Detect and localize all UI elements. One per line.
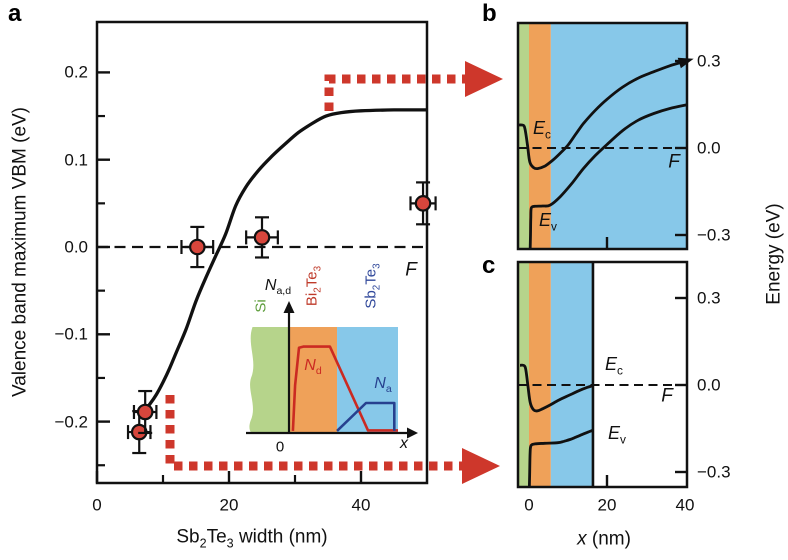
a-x-tick-label: 20 bbox=[219, 495, 239, 515]
c-fermi-label: F bbox=[661, 385, 673, 407]
c-y-tick-label: −0.3 bbox=[697, 462, 731, 482]
inset-nd-curve bbox=[291, 345, 398, 432]
bc-x-axis-label: x (nm) bbox=[577, 528, 631, 550]
a-y-tick-label: 0.0 bbox=[64, 237, 88, 257]
panel-b-letter: b bbox=[482, 0, 497, 27]
a-x-tick-label: 40 bbox=[351, 495, 371, 515]
a-x-tick-label: 0 bbox=[92, 495, 102, 515]
inset-na-label: Na bbox=[374, 375, 392, 396]
inset-na-curve bbox=[336, 401, 396, 432]
c-x-tick-label: 40 bbox=[675, 495, 695, 515]
inset-si-label: Si bbox=[252, 299, 270, 313]
b-ev-label: Ev bbox=[539, 210, 557, 234]
inset-nd-label: Nd bbox=[304, 357, 322, 378]
b-y-tick-label: 0.3 bbox=[697, 51, 721, 71]
a-fermi-label: F bbox=[405, 259, 417, 281]
data-point bbox=[189, 238, 206, 256]
data-point bbox=[414, 195, 432, 212]
c-x-tick-label: 0 bbox=[524, 495, 534, 515]
panel-c-letter: c bbox=[482, 252, 496, 279]
inset-bi2te3-label: Bi2Te3 bbox=[303, 265, 324, 307]
c-ec-label: Ec bbox=[605, 354, 623, 378]
arrow-to-c-head bbox=[462, 448, 500, 484]
a-y-tick-label: 0.1 bbox=[64, 150, 88, 170]
a-fit-curve bbox=[141, 108, 428, 414]
inset-origin-label: 0 bbox=[275, 438, 285, 456]
b-y-tick-label: 0.0 bbox=[697, 138, 721, 158]
arrow-to-b bbox=[324, 74, 465, 111]
b-fermi-label: F bbox=[668, 151, 680, 173]
bc-energy-axis-label: Energy (eV) bbox=[763, 203, 785, 305]
c-y-tick-label: 0.3 bbox=[697, 288, 721, 308]
data-point bbox=[253, 229, 271, 246]
a-x-axis-label: Sb2Te3 width (nm) bbox=[176, 526, 328, 551]
arrow-to-b-head bbox=[465, 61, 503, 97]
a-y-tick-label: −0.2 bbox=[54, 412, 88, 432]
inset-nad-label: Na,d bbox=[264, 277, 292, 298]
inset-x-label: x bbox=[400, 435, 408, 452]
data-point bbox=[136, 403, 154, 421]
c-y-tick-label: 0.0 bbox=[697, 375, 721, 395]
panel-a-letter: a bbox=[8, 0, 22, 27]
a-y-tick-label: −0.1 bbox=[54, 324, 88, 344]
b-y-tick-label: −0.3 bbox=[697, 225, 731, 245]
c-ev-label: Ev bbox=[608, 423, 626, 447]
a-y-axis-label: Valence band maximum VBM (eV) bbox=[9, 106, 31, 398]
inset-sb2te3-label: Sb2Te3 bbox=[362, 263, 383, 309]
b-ec-label: Ec bbox=[533, 118, 551, 142]
c-x-tick-label: 20 bbox=[597, 495, 617, 515]
a-y-tick-label: 0.2 bbox=[64, 62, 88, 82]
